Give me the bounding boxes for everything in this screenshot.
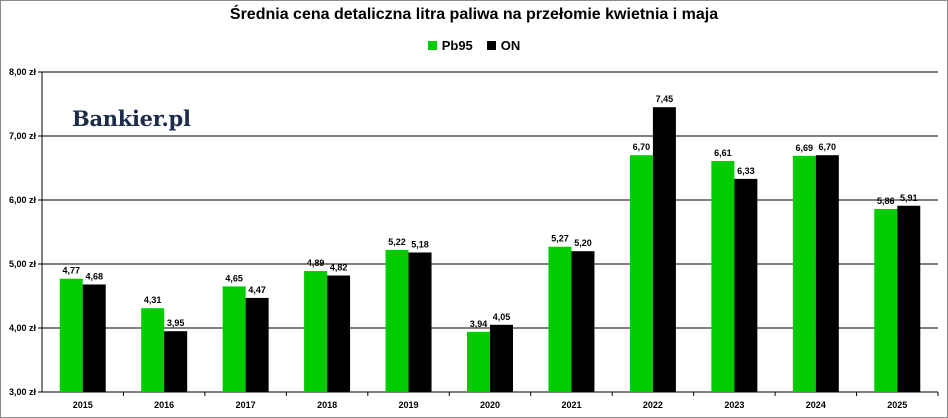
bar-pb95	[792, 155, 816, 392]
legend: Pb95 ON	[0, 38, 948, 53]
legend-item-pb95: Pb95	[427, 38, 473, 53]
x-tick-label: 2023	[724, 400, 744, 410]
y-tick-label: 3,00 zł	[9, 387, 37, 397]
bar-on	[408, 252, 432, 392]
data-label-on: 7,45	[656, 94, 674, 104]
bar-pb95	[711, 160, 735, 392]
x-tick-label: 2024	[806, 400, 826, 410]
legend-swatch-on	[486, 41, 496, 50]
bar-on	[490, 324, 513, 392]
data-label-pb95: 5,27	[551, 234, 569, 244]
bar-on	[815, 155, 839, 392]
data-label-on: 6,70	[819, 142, 837, 152]
bar-pb95	[385, 249, 409, 392]
x-tick-label: 2025	[887, 400, 907, 410]
x-tick-label: 2015	[73, 400, 93, 410]
bankier-logo: Bankier.pl	[72, 106, 191, 131]
x-tick-label: 2021	[561, 400, 581, 410]
bar-pb95	[59, 278, 83, 392]
label-layer: 3,00 zł 4,00 zł 5,00 zł 6,00 zł 7,00 zł 8,00 …	[9, 67, 918, 410]
data-label-on: 4,05	[493, 312, 511, 322]
bar-pb95	[304, 271, 328, 392]
data-label-on: 3,95	[167, 318, 185, 328]
bar-pb95	[629, 155, 653, 392]
bar-on	[327, 275, 351, 392]
x-tick-label: 2018	[317, 400, 337, 410]
data-label-on: 6,33	[737, 166, 755, 176]
data-label-on: 5,18	[411, 239, 429, 249]
x-tick-label: 2020	[480, 400, 500, 410]
bar-on	[734, 178, 758, 392]
bar-on	[571, 251, 595, 392]
data-label-on: 4,47	[248, 285, 266, 295]
y-tick-label: 4,00 zł	[9, 323, 37, 333]
data-label-on: 4,82	[330, 263, 348, 273]
data-label-pb95: 4,89	[307, 258, 325, 268]
data-label-pb95: 5,22	[388, 237, 406, 247]
data-label-pb95: 5,86	[877, 196, 895, 206]
y-tick-label: 7,00 zł	[9, 131, 37, 141]
data-label-pb95: 3,94	[470, 319, 488, 329]
x-tick-label: 2019	[399, 400, 419, 410]
data-label-pb95: 6,70	[633, 142, 651, 152]
bar-on	[897, 205, 921, 392]
data-label-on: 5,20	[574, 238, 592, 248]
x-tick-label: 2022	[643, 400, 663, 410]
legend-swatch-pb95	[427, 41, 437, 50]
legend-item-on: ON	[486, 38, 521, 53]
bar-pb95	[222, 286, 246, 392]
bar-on	[82, 284, 106, 392]
data-label-pb95: 4,31	[144, 295, 162, 305]
bar-pb95	[141, 308, 165, 392]
bar-on	[164, 331, 188, 392]
y-tick-label: 5,00 zł	[9, 259, 37, 269]
data-label-pb95: 4,65	[225, 273, 243, 283]
y-tick-label: 6,00 zł	[9, 195, 37, 205]
legend-label-on: ON	[500, 38, 521, 53]
chart-title: Średnia cena detaliczna litra paliwa na …	[229, 6, 719, 23]
x-tick-label: 2017	[236, 400, 256, 410]
data-label-pb95: 4,77	[62, 266, 80, 276]
bar-pb95	[874, 208, 898, 392]
x-tick-label: 2016	[154, 400, 174, 410]
bar-layer	[59, 107, 921, 392]
bar-pb95	[467, 331, 490, 392]
legend-label-pb95: Pb95	[441, 38, 473, 53]
data-label-pb95: 6,61	[714, 148, 732, 158]
data-label-on: 5,91	[900, 193, 918, 203]
bar-pb95	[548, 246, 572, 392]
data-label-on: 4,68	[85, 271, 103, 281]
bar-on	[652, 107, 676, 392]
y-tick-label: 8,00 zł	[9, 67, 37, 77]
data-label-pb95: 6,69	[796, 143, 814, 153]
bar-on	[245, 297, 269, 392]
